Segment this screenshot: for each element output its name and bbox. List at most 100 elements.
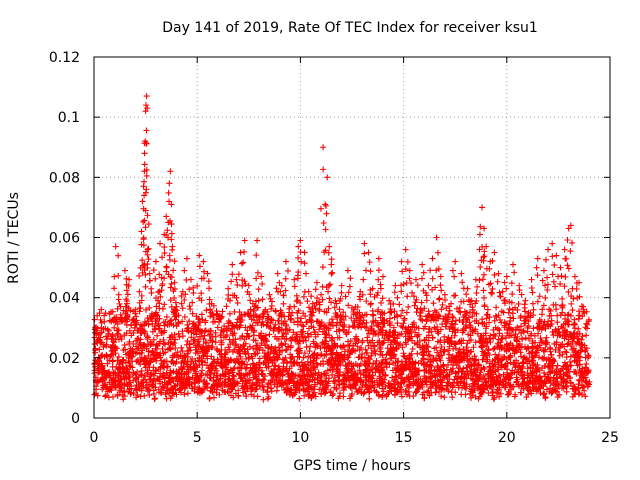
data-point [136,350,143,357]
data-point [231,364,238,371]
data-point [416,312,423,319]
data-point [314,331,321,338]
data-point [470,344,477,351]
data-point [404,258,411,265]
data-point [467,332,474,339]
data-point [473,365,480,372]
data-point [385,390,392,397]
data-point [325,325,332,332]
data-point [377,351,384,358]
data-point [138,228,145,235]
data-point [427,267,434,274]
data-point [473,290,480,297]
data-point [368,350,375,357]
data-point [173,323,180,330]
data-point [303,344,310,351]
data-point [235,387,242,394]
y-tick-label: 0 [71,411,80,427]
data-point [256,383,263,390]
data-point [391,289,398,296]
data-point [322,201,329,208]
y-tick-label: 0.06 [49,231,80,247]
data-point [575,391,582,398]
data-point [338,289,345,296]
data-point [152,395,159,402]
data-point [185,369,192,376]
data-point [283,389,290,396]
data-point [582,354,589,361]
data-point [505,309,512,316]
data-point [138,367,145,374]
data-point [275,344,282,351]
data-point [259,296,266,303]
data-point [205,278,212,285]
data-point [198,311,205,318]
data-point [488,289,495,296]
data-point [321,337,328,344]
data-point [550,278,557,285]
data-point [561,246,568,253]
data-point [382,356,389,363]
data-point [561,359,568,366]
data-point [445,388,452,395]
data-point [451,341,458,348]
data-point [241,237,248,244]
data-point [232,390,239,397]
data-point [534,255,541,262]
data-point [145,256,152,263]
data-point [328,316,335,323]
data-point [438,287,445,294]
data-point [179,305,186,312]
data-point [522,297,529,304]
data-point [340,387,347,394]
data-point [283,331,290,338]
data-point [559,302,566,309]
data-point [529,289,536,296]
data-point [579,333,586,340]
data-point [226,389,233,396]
data-point [428,374,435,381]
x-tick-label: 5 [193,430,202,446]
data-point [548,351,555,358]
data-point [360,389,367,396]
data-point [449,394,456,401]
data-point [179,333,186,340]
data-point [286,309,293,316]
data-point [536,293,543,300]
data-point [344,267,351,274]
data-point [437,273,444,280]
data-point [233,276,240,283]
data-point [562,348,569,355]
data-point [255,286,262,293]
data-point [452,258,459,265]
data-point [110,393,117,400]
data-point [291,319,298,326]
data-point [426,352,433,359]
data-point [458,270,465,277]
data-point [142,224,149,231]
data-point [503,273,510,280]
data-point [291,303,298,310]
data-point [200,335,207,342]
data-point [181,267,188,274]
data-point [501,279,508,286]
data-point [582,348,589,355]
data-point [456,304,463,311]
data-point [111,324,118,331]
data-point [254,342,261,349]
data-point [434,363,441,370]
data-point [546,306,553,313]
data-point [451,273,458,280]
data-point [407,280,414,287]
data-point [326,332,333,339]
data-point [152,384,159,391]
data-point [361,250,368,257]
data-point [254,269,261,276]
data-point [463,385,470,392]
data-point [495,386,502,393]
data-point [157,240,164,247]
data-point [298,258,305,265]
data-point [495,270,502,277]
data-point [554,312,561,319]
data-point [394,294,401,301]
